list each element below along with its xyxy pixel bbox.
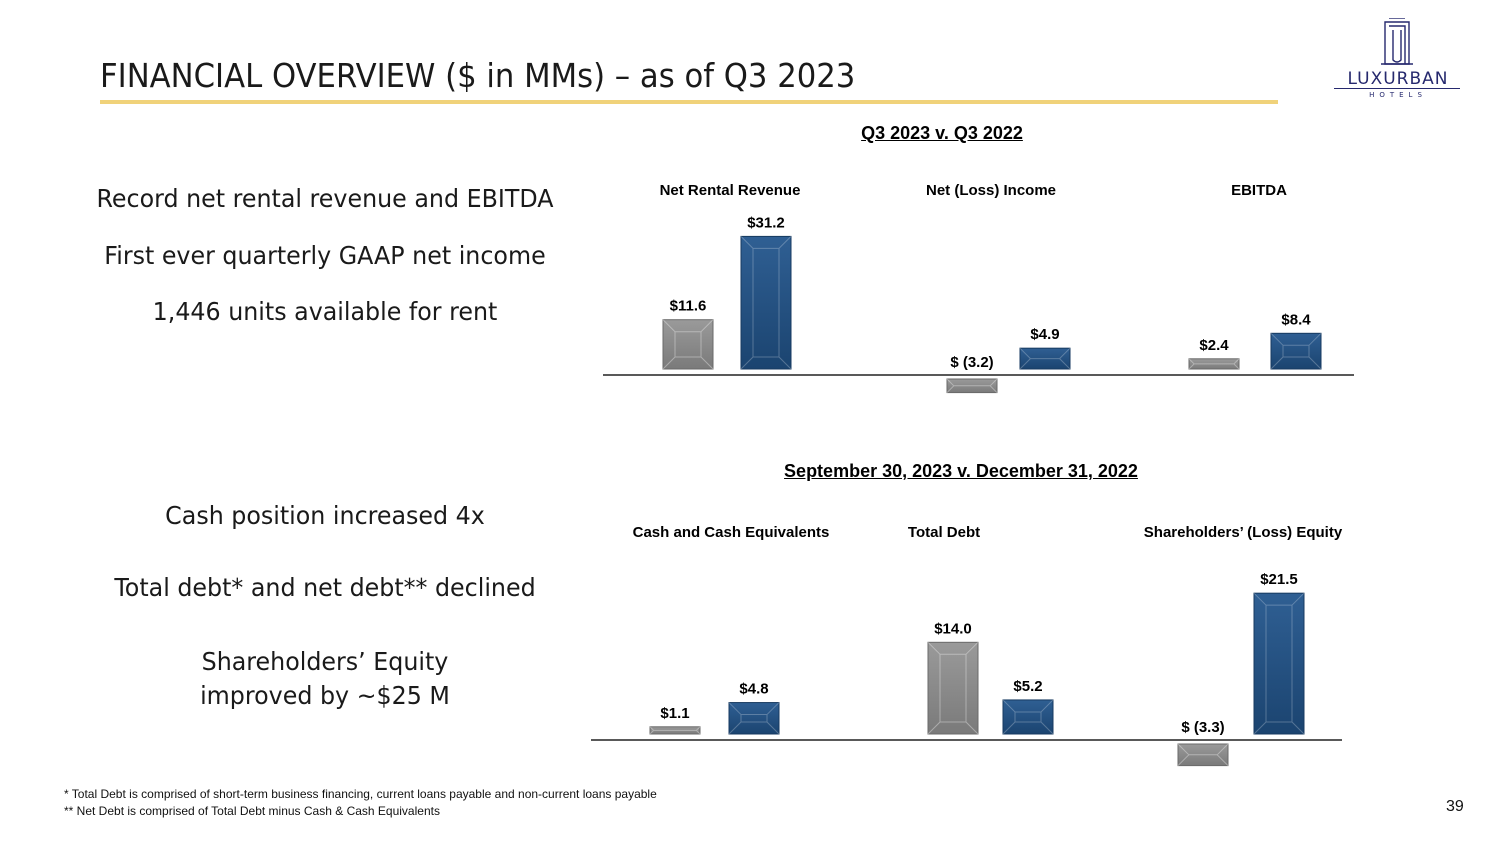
logo-subtitle: HOTELS xyxy=(1369,91,1427,99)
chart-2-data-label: $4.8 xyxy=(739,681,768,698)
chart-1-data-label: $11.6 xyxy=(670,298,707,315)
chart-1-category-label: Net (Loss) Income xyxy=(926,182,1056,199)
chart-1-bar-prior xyxy=(1188,358,1240,370)
chart-2-bar-prior xyxy=(1177,743,1229,767)
chart-1-category-label: EBITDA xyxy=(1231,182,1287,199)
logo-wordmark: LUXURBAN xyxy=(1347,69,1449,89)
chart-1-bar-current xyxy=(740,235,792,370)
chart-2-data-label: $ (3.3) xyxy=(1181,719,1224,736)
chart-1-data-label: $4.9 xyxy=(1030,326,1059,343)
chart-1-bar-prior xyxy=(946,378,998,394)
chart-2-bar-current xyxy=(1002,699,1054,735)
chart-2-category-label: Shareholders’ (Loss) Equity xyxy=(1144,524,1343,541)
chart-1-data-label: $2.4 xyxy=(1199,337,1229,354)
chart-2-title: September 30, 2023 v. December 31, 2022 xyxy=(784,461,1138,481)
chart-2-bar-current xyxy=(728,702,780,735)
bullet-record-revenue: Record net rental revenue and EBITDA xyxy=(96,184,554,213)
chart-2-bar-current xyxy=(1253,592,1305,735)
slide-title: FINANCIAL OVERVIEW ($ in MMs) – as of Q3… xyxy=(100,56,856,95)
chart-2-category-label: Cash and Cash Equivalents xyxy=(633,524,830,541)
logo-divider xyxy=(1334,88,1460,89)
chart-2-data-label: $14.0 xyxy=(934,620,972,637)
bullet-cash-position: Cash position increased 4x xyxy=(165,501,485,530)
chart-1-bar-current xyxy=(1270,332,1322,370)
chart-1-data-label: $8.4 xyxy=(1281,311,1311,328)
footnote-net-debt: ** Net Debt is comprised of Total Debt m… xyxy=(64,804,440,818)
title-underline xyxy=(100,100,1278,104)
bullet-equity-improved: Shareholders’ Equity improved by ~$25 M xyxy=(200,647,450,710)
chart-1-bar-prior xyxy=(662,319,714,370)
page-number: 39 xyxy=(1446,798,1464,815)
chart-1-bar-current xyxy=(1019,347,1071,370)
chart-2-data-label: $1.1 xyxy=(660,705,689,722)
chart-1-data-label: $31.2 xyxy=(747,214,785,231)
luxurban-logo-icon xyxy=(1381,18,1413,65)
bullet-first-net-income: First ever quarterly GAAP net income xyxy=(104,241,546,270)
footnote-total-debt: * Total Debt is comprised of short-term … xyxy=(64,787,657,801)
chart-1-data-label: $ (3.2) xyxy=(950,354,993,371)
chart-1-category-label: Net Rental Revenue xyxy=(660,182,801,199)
bullet-units-available: 1,446 units available for rent xyxy=(152,297,498,326)
chart-2-category-label: Total Debt xyxy=(908,524,980,541)
chart-1-title: Q3 2023 v. Q3 2022 xyxy=(861,123,1023,143)
chart-2-data-label: $5.2 xyxy=(1013,678,1042,695)
chart-2-bar-prior xyxy=(649,726,701,735)
chart-2-data-label: $21.5 xyxy=(1260,571,1298,588)
chart-2-bar-prior xyxy=(927,641,979,735)
bullet-debt-declined: Total debt* and net debt** declined xyxy=(114,573,536,602)
